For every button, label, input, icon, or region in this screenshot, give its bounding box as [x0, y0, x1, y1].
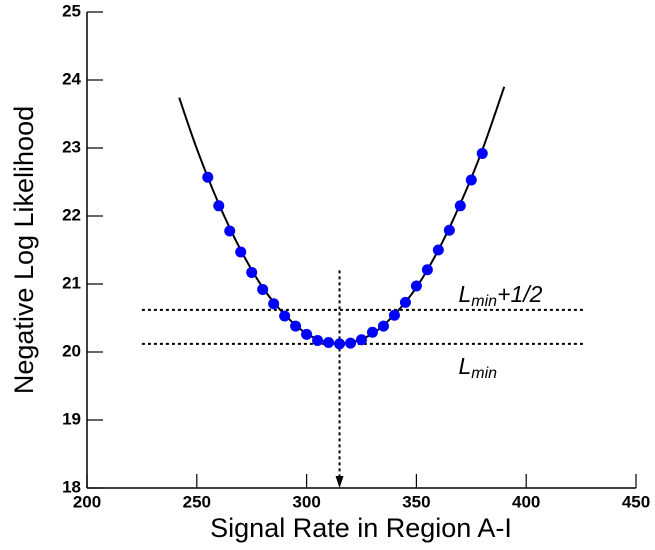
data-point	[235, 246, 247, 258]
data-point	[432, 244, 444, 256]
data-point	[246, 266, 258, 278]
y-tick-label: 18	[62, 477, 81, 496]
y-tick-label: 20	[62, 341, 81, 360]
data-point	[465, 174, 477, 186]
data-point	[213, 200, 225, 212]
y-tick-label: 22	[62, 205, 81, 224]
data-point	[224, 225, 236, 237]
y-tick-label: 21	[62, 273, 81, 292]
x-tick-label: 250	[183, 492, 211, 511]
data-point	[443, 224, 455, 236]
data-point	[366, 326, 378, 338]
data-point	[301, 328, 313, 340]
x-tick-label: 450	[622, 492, 650, 511]
data-point	[356, 334, 367, 346]
data-point	[410, 280, 422, 292]
label-sub: min	[471, 365, 497, 382]
reference-label: Lmin	[458, 353, 497, 382]
fit-curve	[178, 86, 506, 345]
y-axis-title: Negative Log Likelihood	[9, 106, 39, 394]
data-point	[421, 264, 433, 276]
marker-arrow	[335, 476, 344, 488]
data-point	[476, 147, 488, 159]
x-tick-label: 300	[292, 492, 320, 511]
data-point	[388, 309, 400, 321]
label-sub: min	[471, 293, 497, 310]
data-point	[290, 320, 302, 332]
data-point	[334, 338, 346, 350]
y-tick-label: 19	[62, 409, 81, 428]
data-point	[279, 310, 291, 322]
label-main: L	[458, 353, 471, 379]
x-axis-title: Signal Rate in Region A-I	[210, 513, 512, 543]
y-tick-label: 24	[62, 69, 81, 88]
label-main: L	[458, 281, 471, 307]
x-tick-label: 200	[73, 492, 101, 511]
data-point	[345, 337, 357, 349]
data-point	[454, 200, 466, 212]
y-tick-label: 25	[62, 1, 81, 20]
data-point	[257, 283, 269, 295]
data-point	[377, 320, 389, 332]
data-point	[323, 336, 335, 348]
data-point	[312, 334, 324, 346]
x-tick-label: 350	[402, 492, 430, 511]
x-tick-label: 400	[512, 492, 540, 511]
data-point	[202, 171, 214, 183]
data-point	[268, 298, 280, 310]
y-tick-label: 23	[62, 137, 81, 156]
label-suffix: +1/2	[497, 281, 543, 307]
data-point	[399, 296, 411, 308]
reference-label: Lmin+1/2	[458, 281, 542, 310]
